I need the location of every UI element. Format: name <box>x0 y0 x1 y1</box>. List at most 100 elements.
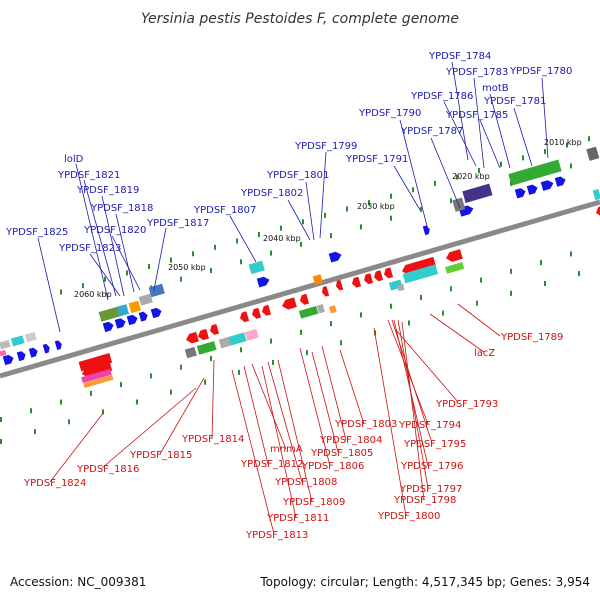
tick-mark <box>324 212 326 218</box>
forward-gene-arrow <box>42 343 50 354</box>
label-connector <box>489 93 511 169</box>
tick-mark <box>60 399 62 405</box>
label-connector <box>373 327 407 517</box>
gene-feature <box>244 328 259 341</box>
map-title: Yersinia pestis Pestoides F, complete ge… <box>141 11 459 27</box>
gene-feature <box>228 332 247 346</box>
forward-gene-arrow <box>16 351 26 362</box>
reverse-gene-arrow <box>322 285 330 297</box>
kbp-tick-2050: 2050 kbp <box>168 263 206 272</box>
gene-label: YPDSF_1811 <box>266 513 329 524</box>
reverse-gene-arrow <box>596 205 600 217</box>
tick-mark <box>238 369 240 375</box>
label-connector <box>153 227 167 291</box>
tick-mark <box>272 359 274 365</box>
reverse-gene-arrow <box>210 323 220 335</box>
tick-mark <box>82 283 84 289</box>
label-connector <box>243 365 269 465</box>
label-connector <box>457 303 501 337</box>
gene-feature <box>10 335 25 347</box>
tick-mark <box>236 238 238 244</box>
label-connector <box>277 359 313 503</box>
label-connector <box>101 195 125 297</box>
reverse-gene-arrow <box>186 331 199 344</box>
tick-mark <box>500 161 502 167</box>
gene-label: YPDSF_1781 <box>483 96 546 107</box>
tick-mark <box>300 241 302 247</box>
gene-label: YPDSF_1791 <box>345 154 408 165</box>
forward-gene-arrow <box>422 225 430 236</box>
tick-mark <box>480 277 482 283</box>
label-connector <box>83 179 117 297</box>
label-connector <box>37 237 61 333</box>
gene-feature <box>98 306 121 322</box>
tick-mark <box>510 180 512 186</box>
tick-mark <box>510 268 512 274</box>
gene-feature <box>329 305 337 314</box>
gene-label: YPDSF_1815 <box>129 450 192 461</box>
gene-feature <box>83 374 114 388</box>
tick-mark <box>368 200 370 206</box>
tick-mark <box>0 417 2 422</box>
label-connector <box>401 321 425 501</box>
tick-mark <box>510 290 512 296</box>
gene-feature <box>592 188 600 201</box>
tick-mark <box>170 389 172 395</box>
tick-mark <box>170 257 172 263</box>
gene-label: YPDSF_1801 <box>266 170 329 181</box>
label-connector <box>513 107 533 167</box>
tick-mark <box>210 267 212 273</box>
gene-label: lolD <box>64 154 84 165</box>
gene-label: YPDSF_1814 <box>181 434 244 445</box>
gene-label: YPDSF_1784 <box>428 51 491 62</box>
gene-label: lacZ <box>474 348 495 359</box>
tick-mark <box>544 280 546 286</box>
tick-mark <box>450 198 452 204</box>
tick-mark <box>360 312 362 318</box>
label-connector <box>393 165 421 211</box>
tick-mark <box>300 329 302 335</box>
label-connector <box>89 253 121 297</box>
label-connectors <box>37 61 549 535</box>
forward-gene-arrow <box>102 321 114 333</box>
forward-gene-arrow <box>2 354 14 366</box>
tick-mark <box>120 382 122 388</box>
label-connector <box>451 61 469 161</box>
tick-mark <box>330 321 332 327</box>
accession-text: Accession: NC_009381 <box>10 575 146 589</box>
tick-mark <box>102 409 104 415</box>
reverse-gene-arrow <box>402 256 437 275</box>
label-connector <box>261 365 297 519</box>
gene-label: mnmA <box>270 444 303 455</box>
gene-label: YPDSF_1806 <box>301 461 364 472</box>
gene-feature <box>402 264 439 284</box>
reverse-gene-arrow <box>252 307 262 319</box>
reverse-gene-arrow <box>374 270 384 282</box>
gene-feature <box>586 146 600 161</box>
reverse-gene-arrow <box>384 267 394 279</box>
gene-label: YPDSF_1793 <box>435 399 498 410</box>
gene-label: YPDSF_1797 <box>399 484 462 495</box>
label-connector <box>267 361 303 483</box>
reverse-gene-arrow <box>282 297 297 310</box>
label-connector <box>429 313 485 353</box>
label-connector <box>115 213 135 293</box>
gene-label: YPDSF_1805 <box>310 448 373 459</box>
label-connector <box>473 77 485 169</box>
label-connector <box>101 387 197 469</box>
tick-mark <box>60 289 62 295</box>
label-connector <box>397 319 429 489</box>
label-connector <box>430 137 461 209</box>
tick-mark <box>360 224 362 230</box>
gene-label: YPDSF_1794 <box>398 420 461 431</box>
gene-feature <box>78 353 113 372</box>
gene-label: YPDSF_1802 <box>240 188 303 199</box>
reverse-gene-arrow <box>336 279 344 291</box>
gene-feature <box>0 349 7 357</box>
forward-gene-arrow <box>54 340 62 351</box>
reverse-gene-arrow <box>82 361 113 378</box>
label-connector <box>211 359 215 439</box>
tick-mark <box>90 390 92 396</box>
tick-mark <box>240 259 242 265</box>
gene-feature <box>218 336 233 349</box>
